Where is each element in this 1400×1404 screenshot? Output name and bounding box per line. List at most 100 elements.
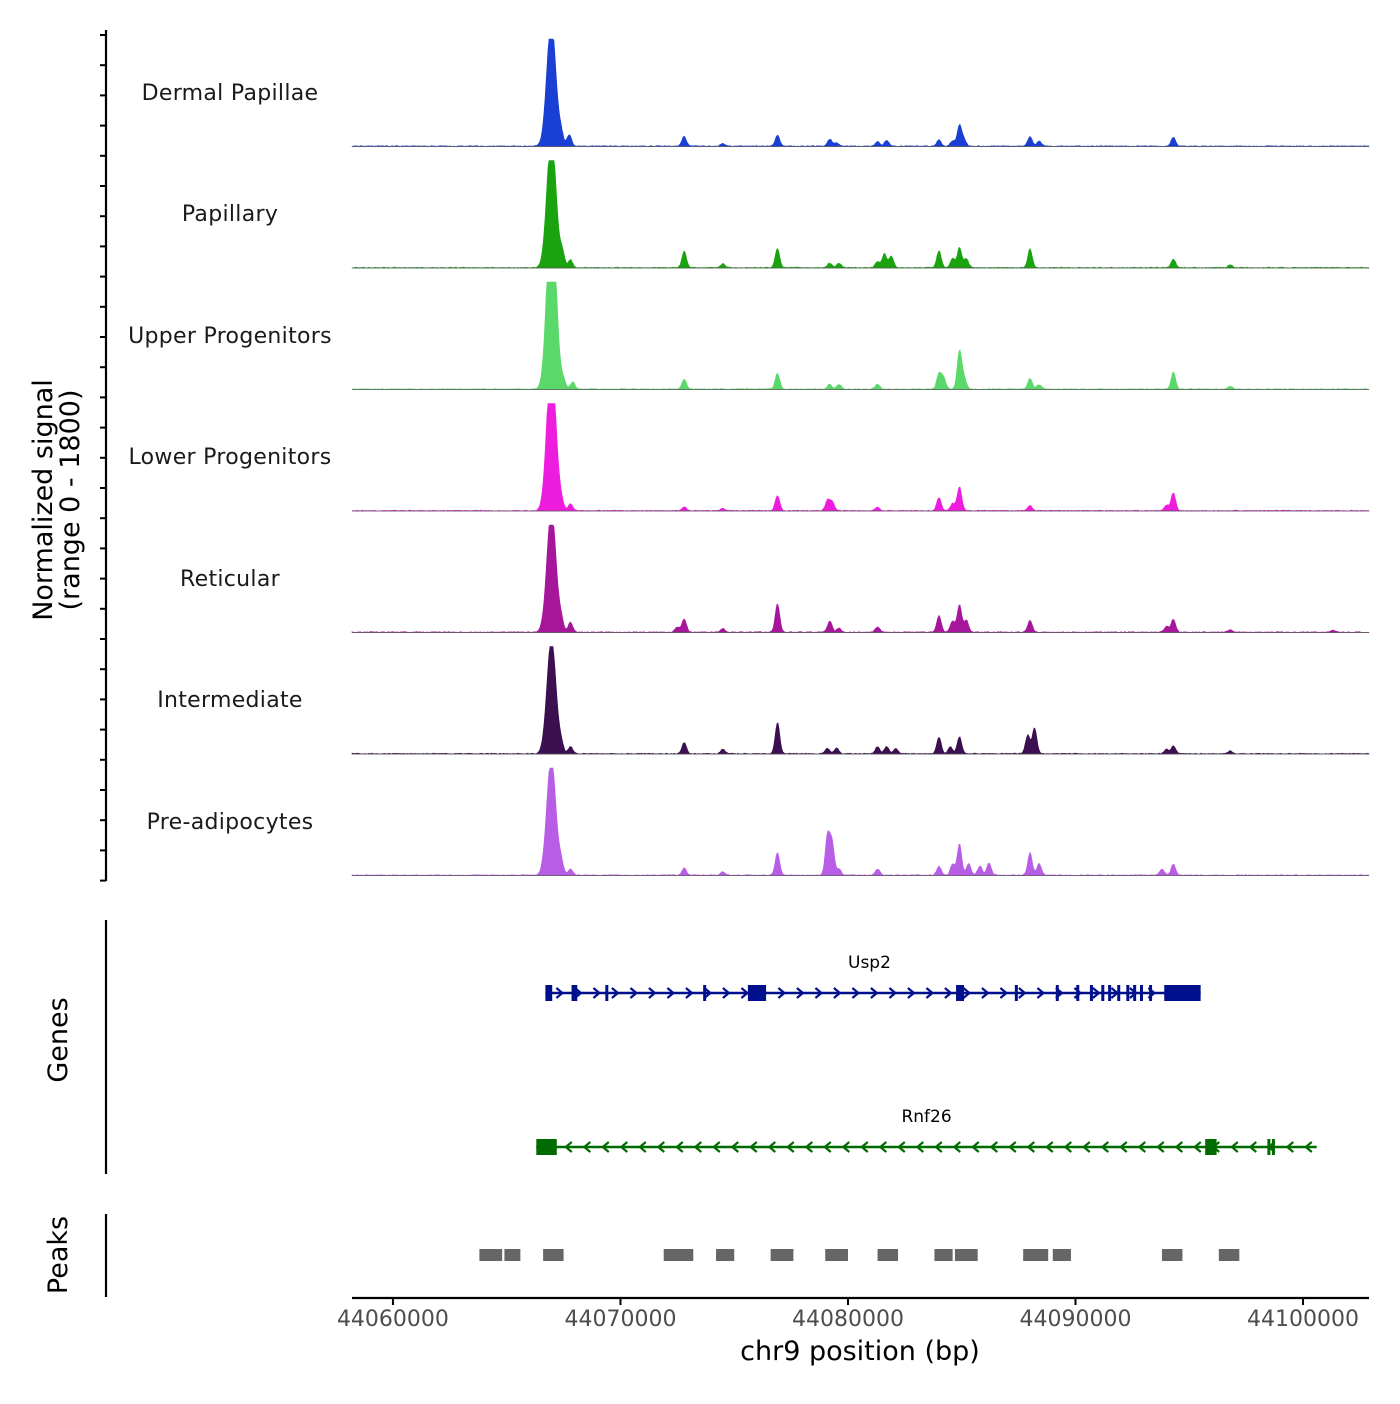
coverage-area-papillary bbox=[351, 160, 1370, 269]
strand-arrow bbox=[666, 987, 676, 999]
strand-arrow bbox=[981, 987, 990, 999]
strand-arrow bbox=[1045, 1141, 1054, 1153]
strand-arrow bbox=[675, 1141, 684, 1153]
exon bbox=[545, 985, 553, 1001]
exon bbox=[703, 985, 707, 1001]
exon bbox=[956, 985, 965, 1001]
x-tick-label: 44080000 bbox=[791, 1307, 904, 1332]
strand-arrow bbox=[582, 1141, 591, 1153]
strand-arrow bbox=[804, 1141, 813, 1153]
x-tick-label: 44100000 bbox=[1247, 1307, 1359, 1332]
exon bbox=[1149, 985, 1153, 1001]
exon bbox=[1117, 985, 1121, 1001]
strand-arrow bbox=[1119, 1141, 1128, 1153]
strand-arrow bbox=[1304, 1141, 1313, 1153]
strand-arrow bbox=[592, 987, 602, 999]
strand-arrow bbox=[915, 1141, 924, 1153]
strand-arrow bbox=[823, 1141, 832, 1153]
track-label: Pre-adipocytes bbox=[146, 809, 314, 835]
exon bbox=[605, 985, 609, 1001]
strand-arrow bbox=[656, 1141, 665, 1153]
strand-arrow bbox=[693, 1141, 702, 1153]
coverage-area-dermal-papillae bbox=[351, 38, 1370, 147]
strand-arrow bbox=[740, 987, 750, 999]
strand-arrow bbox=[1026, 1141, 1035, 1153]
peaks-panel-title: Peaks bbox=[43, 1215, 74, 1295]
exon bbox=[1101, 985, 1105, 1001]
track-label: Lower Progenitors bbox=[128, 445, 332, 470]
strand-arrow bbox=[638, 1141, 647, 1153]
strand-arrow bbox=[555, 987, 565, 999]
strand-arrow bbox=[1082, 1141, 1091, 1153]
peak-region bbox=[770, 1249, 794, 1261]
strand-arrow bbox=[619, 1141, 628, 1153]
strand-arrow bbox=[1156, 1141, 1165, 1153]
strand-arrow bbox=[1248, 1141, 1257, 1153]
strand-arrow bbox=[1285, 1141, 1294, 1153]
peak-region bbox=[479, 1249, 503, 1261]
track-label: Upper Progenitors bbox=[128, 323, 332, 349]
strand-arrow bbox=[1137, 1141, 1146, 1153]
peak-region bbox=[663, 1249, 694, 1261]
strand-arrow bbox=[611, 987, 620, 999]
y-axis-title-line2: (range 0 - 1800) bbox=[55, 389, 86, 611]
track-label: Reticular bbox=[180, 566, 280, 592]
y-axis-title: Normalized signal (range 0 - 1800) bbox=[28, 200, 86, 800]
coverage-area-intermediate bbox=[351, 646, 1370, 755]
strand-arrow bbox=[712, 1141, 721, 1153]
peak-region bbox=[877, 1249, 899, 1261]
strand-arrow bbox=[851, 987, 861, 999]
exon bbox=[1164, 985, 1201, 1001]
exon bbox=[747, 985, 767, 1001]
strand-arrow bbox=[703, 987, 713, 999]
exon bbox=[1126, 985, 1130, 1001]
peak-region bbox=[543, 1249, 564, 1261]
strand-arrow bbox=[749, 1141, 758, 1153]
peak-region bbox=[1161, 1249, 1183, 1261]
strand-arrow bbox=[841, 1141, 850, 1153]
exon bbox=[571, 985, 578, 1001]
strand-arrow bbox=[722, 987, 731, 999]
strand-arrow bbox=[1174, 1141, 1183, 1153]
strand-arrow bbox=[870, 987, 879, 999]
exon bbox=[1108, 985, 1112, 1001]
strand-arrow bbox=[925, 987, 935, 999]
exon bbox=[1139, 985, 1143, 1001]
strand-arrow bbox=[888, 987, 898, 999]
genes-panel-title: Genes bbox=[43, 997, 74, 1083]
strand-arrow bbox=[629, 987, 639, 999]
peak-region bbox=[504, 1249, 521, 1261]
peak-region bbox=[934, 1249, 953, 1261]
exon bbox=[1089, 985, 1093, 1001]
peak-region bbox=[1052, 1249, 1071, 1261]
exon bbox=[1055, 985, 1059, 1001]
coverage-area-upper-progenitors bbox=[351, 281, 1370, 390]
strand-arrow bbox=[648, 987, 657, 999]
x-tick-label: 44060000 bbox=[336, 1307, 449, 1332]
exon bbox=[1267, 1139, 1271, 1155]
strand-arrow bbox=[989, 1141, 998, 1153]
strand-arrow bbox=[1230, 1141, 1239, 1153]
strand-arrow bbox=[1018, 987, 1027, 999]
strand-arrow bbox=[952, 1141, 961, 1153]
strand-arrow bbox=[944, 987, 953, 999]
gene-label-usp2: Usp2 bbox=[848, 953, 891, 973]
exon bbox=[536, 1139, 557, 1155]
strand-arrow bbox=[1100, 1141, 1109, 1153]
exon bbox=[1014, 985, 1018, 1001]
strand-arrow bbox=[962, 987, 972, 999]
x-axis-title: chr9 position (bp) bbox=[740, 1336, 980, 1367]
strand-arrow bbox=[860, 1141, 869, 1153]
track-label: Papillary bbox=[181, 202, 279, 227]
strand-arrow bbox=[907, 987, 916, 999]
strand-arrow bbox=[777, 987, 787, 999]
strand-arrow bbox=[796, 987, 805, 999]
coverage-area-reticular bbox=[351, 524, 1370, 633]
strand-arrow bbox=[767, 1141, 776, 1153]
peak-region bbox=[825, 1249, 848, 1261]
strand-arrow bbox=[833, 987, 842, 999]
exon bbox=[1205, 1139, 1217, 1155]
strand-arrow bbox=[685, 987, 694, 999]
